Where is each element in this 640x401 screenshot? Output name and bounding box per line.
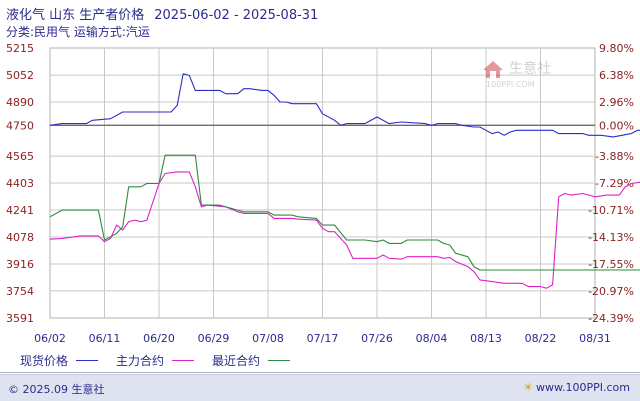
y-tick-right: 2.96% — [599, 96, 634, 109]
x-tick: 07/26 — [361, 332, 393, 345]
site-url: www.100PPI.com — [536, 381, 630, 394]
house-icon — [483, 61, 503, 78]
chart-subtitle: 分类:民用气 运输方式:汽运 — [6, 25, 150, 39]
x-tick: 08/22 — [525, 332, 557, 345]
series-group — [49, 73, 640, 289]
x-axis: 06/02 06/11 06/20 06/29 07/08 07/17 07/26 08/04… — [34, 332, 611, 345]
legend-swatch-spot — [76, 360, 99, 361]
x-tick: 08/31 — [579, 332, 611, 345]
x-tick: 06/29 — [198, 332, 230, 345]
x-tick: 06/02 — [34, 332, 66, 345]
footer-divider — [0, 372, 640, 373]
legend: 现货价格 主力合约 最近合约 — [20, 352, 308, 369]
y-tick-left: 4403 — [6, 177, 34, 190]
y-tick-right: -14.13% — [588, 231, 634, 244]
series-line-1 — [49, 171, 640, 289]
y-tick-right: -7.29% — [595, 177, 634, 190]
legend-swatch-nearest-contract — [268, 360, 291, 361]
y-axis-right: 9.80% 6.38% 2.96% 0.00% -3.88% -7.29% -10.71% -… — [588, 42, 634, 325]
y-tick-right: -10.71% — [588, 204, 634, 217]
y-tick-right: -20.97% — [588, 285, 634, 298]
y-tick-right: 0.00% — [599, 119, 634, 132]
legend-label: 主力合约 — [116, 354, 165, 368]
y-tick-left: 4750 — [6, 119, 34, 132]
x-tick: 08/13 — [470, 332, 502, 345]
series-line-0 — [49, 73, 640, 138]
y-tick-right: -3.88% — [595, 150, 634, 163]
footer: © 2025.09 生意社 ☀ www.100PPI.com — [0, 372, 640, 401]
y-tick-left: 3754 — [6, 285, 34, 298]
y-tick-left: 3916 — [6, 258, 34, 271]
y-tick-left: 5052 — [6, 69, 34, 82]
y-tick-right: -17.55% — [588, 258, 634, 271]
legend-swatch-main-contract — [172, 360, 195, 361]
grid-lines — [50, 48, 595, 318]
y-tick-left: 3591 — [6, 312, 34, 325]
x-tick: 06/11 — [89, 332, 121, 345]
watermark-url: 100PPI.COM — [486, 80, 535, 89]
legend-item-main-contract: 主力合约 — [116, 352, 195, 369]
x-tick: 06/20 — [143, 332, 175, 345]
title-text: 液化气 山东 生产者价格 — [6, 8, 145, 23]
watermark-brand: 生意社 — [509, 60, 551, 77]
series-line-2 — [49, 154, 640, 271]
date-range: 2025-06-02 - 2025-08-31 — [154, 8, 319, 23]
y-tick-right: -24.39% — [588, 312, 634, 325]
x-tick: 08/04 — [416, 332, 448, 345]
y-tick-left: 4241 — [6, 204, 34, 217]
y-tick-left: 5215 — [6, 42, 34, 55]
y-tick-left: 4890 — [6, 96, 34, 109]
y-tick-left: 4078 — [6, 231, 34, 244]
site-link[interactable]: ☀ www.100PPI.com — [523, 381, 630, 394]
legend-item-spot: 现货价格 — [20, 352, 99, 369]
chart-title: 液化气 山东 生产者价格 2025-06-02 - 2025-08-31 — [6, 4, 318, 23]
sun-icon: ☀ — [523, 381, 534, 394]
legend-label: 现货价格 — [20, 354, 69, 368]
legend-item-nearest-contract: 最近合约 — [212, 352, 291, 369]
x-tick: 07/08 — [252, 332, 284, 345]
watermark-logo: 生意社 100PPI.COM — [483, 60, 551, 89]
y-tick-right: 9.80% — [599, 42, 634, 55]
copyright: © 2025.09 生意社 — [8, 383, 105, 396]
y-tick-right: 6.38% — [599, 69, 634, 82]
y-tick-left: 4565 — [6, 150, 34, 163]
legend-label: 最近合约 — [212, 354, 261, 368]
y-axis-left: 5215 5052 4890 4750 4565 4403 4241 4078 3916 3754… — [6, 42, 34, 325]
x-tick: 07/17 — [307, 332, 339, 345]
